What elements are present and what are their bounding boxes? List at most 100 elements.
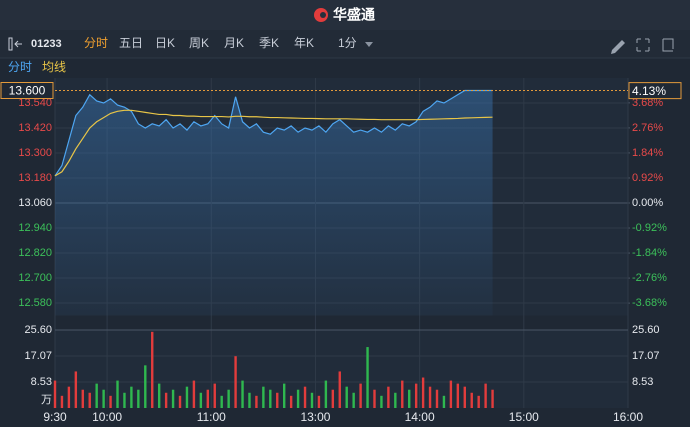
volume-bar — [491, 389, 494, 408]
volume-bar — [366, 347, 369, 408]
volume-bar — [373, 389, 376, 408]
volume-bar — [178, 395, 182, 408]
volume-bar — [130, 386, 133, 408]
y2-tick-label: 3.68% — [632, 97, 663, 109]
y-tick-label: 13.180 — [18, 172, 52, 184]
tab[interactable]: 年K — [294, 36, 314, 50]
volume-bar — [463, 386, 466, 408]
y-tick-label: 13.540 — [18, 97, 52, 109]
tab[interactable]: 月K — [224, 36, 244, 50]
legend-item: 分时 — [8, 60, 32, 74]
volume-bar — [185, 386, 189, 408]
volume-bar — [269, 389, 272, 408]
last-price-box — [0, 82, 54, 99]
interval-select[interactable]: 1分 — [338, 36, 357, 50]
volume-bar — [137, 389, 140, 408]
y-tick-label: 13.060 — [18, 197, 52, 209]
volume-bar — [234, 356, 237, 408]
stock-code: 01233 — [31, 38, 62, 50]
volume-tick-label: 8.53 — [31, 376, 52, 388]
volume-tick-label: 25.60 — [24, 324, 52, 336]
volume-bar — [401, 380, 404, 408]
brand-name: 华盛通 — [333, 7, 375, 23]
tab[interactable]: 季K — [259, 36, 279, 50]
volume-bar — [283, 383, 286, 408]
y-tick-label: 12.580 — [18, 297, 52, 309]
series-line — [54, 109, 493, 177]
x-tick-label: 9:30 — [43, 410, 67, 424]
brand-logo-hole — [320, 12, 326, 18]
volume-bar — [220, 395, 223, 408]
y2-tick-label: -1.84% — [632, 247, 667, 259]
volume-bar — [435, 389, 439, 408]
volume-bar — [338, 371, 341, 408]
volume-bar — [345, 386, 348, 408]
volume-bar — [394, 392, 397, 408]
x-tick-label: 15:00 — [509, 410, 539, 424]
x-tick-label: 10:00 — [92, 410, 122, 424]
volume-bar — [442, 395, 446, 408]
volume-bar — [310, 392, 314, 408]
last-price-label: 13.600 — [9, 84, 46, 98]
tab[interactable]: 周K — [189, 36, 209, 50]
volume-bar — [449, 380, 453, 408]
price-area — [55, 90, 493, 316]
legend-item: 均线 — [42, 60, 66, 74]
y2-tick-label: -0.92% — [632, 222, 667, 234]
volume-tick-label-right: 25.60 — [632, 324, 660, 336]
volume-bar — [428, 386, 432, 408]
volume-bar — [359, 383, 362, 408]
edit-icon[interactable] — [611, 40, 625, 54]
toolbar — [0, 30, 690, 58]
back-icon[interactable] — [8, 37, 22, 51]
y2-tick-label: -2.76% — [632, 272, 667, 284]
tab[interactable]: 日K — [155, 36, 175, 50]
x-tick-label: 14:00 — [405, 410, 435, 424]
y-tick-label: 13.420 — [18, 122, 52, 134]
volume-bar — [157, 383, 161, 408]
volume-tick-label-right: 17.07 — [632, 350, 660, 362]
volume-bar — [408, 389, 411, 408]
volume-bar — [289, 395, 293, 408]
volume-bar — [421, 377, 425, 408]
last-change-box — [628, 82, 682, 100]
volume-panel — [55, 330, 628, 408]
volume-bar — [60, 395, 64, 408]
volume-unit: 万 — [41, 394, 52, 406]
volume-bar — [109, 395, 112, 408]
volume-bar — [296, 389, 300, 408]
volume-bar — [387, 386, 390, 408]
y-tick-label: 12.700 — [18, 272, 52, 284]
x-tick-label: 13:00 — [300, 410, 330, 424]
volume-bar — [67, 386, 71, 408]
volume-bar — [81, 389, 84, 408]
volume-bar — [477, 395, 480, 408]
volume-bar — [74, 371, 78, 408]
volume-bar — [102, 389, 105, 408]
dropdown-caret[interactable] — [365, 42, 373, 47]
volume-bar — [95, 383, 98, 408]
y2-tick-label: 0.92% — [632, 172, 663, 184]
volume-bar — [303, 386, 307, 408]
last-change-label: 4.13% — [632, 84, 666, 98]
y-tick-label: 12.940 — [18, 222, 52, 234]
volume-bar — [206, 389, 209, 408]
fullscreen-icon[interactable] — [662, 38, 674, 52]
volume-bar — [324, 380, 328, 408]
volume-bar — [151, 331, 154, 408]
y2-tick-label: 0.00% — [632, 197, 663, 209]
volume-bar — [352, 392, 355, 408]
volume-bar — [123, 392, 126, 408]
volume-bar — [192, 380, 196, 408]
y2-tick-label: 2.76% — [632, 122, 663, 134]
y2-tick-label: 1.84% — [632, 147, 663, 159]
volume-bar — [241, 380, 244, 408]
header-bar — [0, 0, 690, 30]
expand-icon[interactable] — [636, 38, 650, 52]
tab[interactable]: 分时 — [84, 36, 108, 50]
y-tick-label: 13.300 — [18, 147, 52, 159]
volume-bar — [227, 389, 230, 408]
volume-bar — [88, 392, 91, 408]
tab[interactable]: 五日 — [119, 36, 143, 50]
